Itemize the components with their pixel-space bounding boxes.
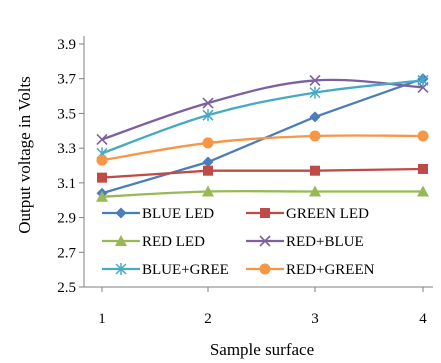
legend-item: RED+BLUE — [246, 234, 364, 250]
data-point — [418, 163, 428, 174]
data-point — [309, 111, 321, 123]
data-point — [202, 97, 214, 109]
legend-label: BLUE LED — [142, 206, 214, 222]
legend-item: RED+GREEN — [246, 262, 375, 278]
legend-item: GREEN LED — [246, 206, 369, 222]
y-tick-label: 3.5 — [57, 106, 76, 122]
x-axis-title: Sample surface — [210, 340, 314, 359]
data-point — [309, 130, 321, 142]
series-3 — [96, 74, 429, 146]
series-layer — [96, 73, 429, 202]
legend-marker — [115, 235, 127, 246]
axes: 2.5 2.7 2.9 3.1 3.3 3.5 3.7 3.9 1 2 3 4 — [57, 36, 433, 327]
data-point — [96, 133, 108, 146]
data-point — [96, 154, 108, 166]
x-tick-label: 1 — [98, 311, 106, 327]
data-point — [97, 172, 107, 183]
data-point — [310, 165, 320, 176]
legend-marker — [115, 207, 127, 219]
legend-item: BLUE LED — [102, 206, 214, 222]
data-point — [203, 165, 213, 176]
series-line — [101, 78, 424, 141]
y-axis-title: Output voltage in Volts — [15, 76, 34, 234]
legend-marker — [259, 235, 271, 247]
x-tick-label: 4 — [419, 311, 427, 327]
y-tick-label: 3.7 — [57, 72, 76, 88]
data-point — [202, 109, 214, 122]
data-point — [417, 185, 429, 197]
y-tick-label: 2.9 — [57, 211, 76, 227]
series-line — [101, 167, 424, 179]
legend: BLUE LED GREEN LED RED LED RED+BLUE BLUE+GRE… — [102, 206, 375, 278]
series-line — [101, 79, 424, 155]
series-1 — [97, 163, 428, 183]
data-point — [202, 185, 214, 197]
legend-item: RED LED — [102, 234, 205, 250]
legend-item: BLUE+GREE — [102, 262, 229, 278]
data-point — [309, 86, 321, 99]
x-tick-label: 3 — [311, 311, 319, 327]
series-4 — [96, 74, 429, 160]
data-point — [417, 130, 429, 142]
legend-label: RED+GREEN — [286, 262, 375, 278]
data-point — [417, 74, 429, 87]
legend-label: RED+BLUE — [286, 234, 364, 250]
legend-marker — [115, 263, 127, 275]
data-point — [309, 74, 321, 87]
series-line — [101, 134, 424, 162]
y-tick-label: 3.3 — [57, 141, 76, 157]
data-point — [309, 185, 321, 197]
legend-label: RED LED — [142, 234, 205, 250]
data-point — [202, 156, 214, 168]
y-tick-label: 2.5 — [57, 280, 76, 296]
x-tick-label: 2 — [204, 311, 212, 327]
data-point — [96, 190, 108, 202]
y-tick-label: 2.7 — [57, 245, 76, 261]
y-tick-label: 3.1 — [57, 176, 76, 192]
y-tick-label: 3.9 — [57, 37, 76, 53]
legend-marker — [260, 208, 270, 218]
series-5 — [96, 130, 429, 166]
legend-label: GREEN LED — [286, 206, 369, 222]
legend-label: BLUE+GREE — [142, 262, 229, 278]
data-point — [202, 137, 214, 149]
series-line — [101, 189, 423, 198]
legend-marker — [259, 263, 271, 275]
series-2 — [96, 185, 429, 202]
